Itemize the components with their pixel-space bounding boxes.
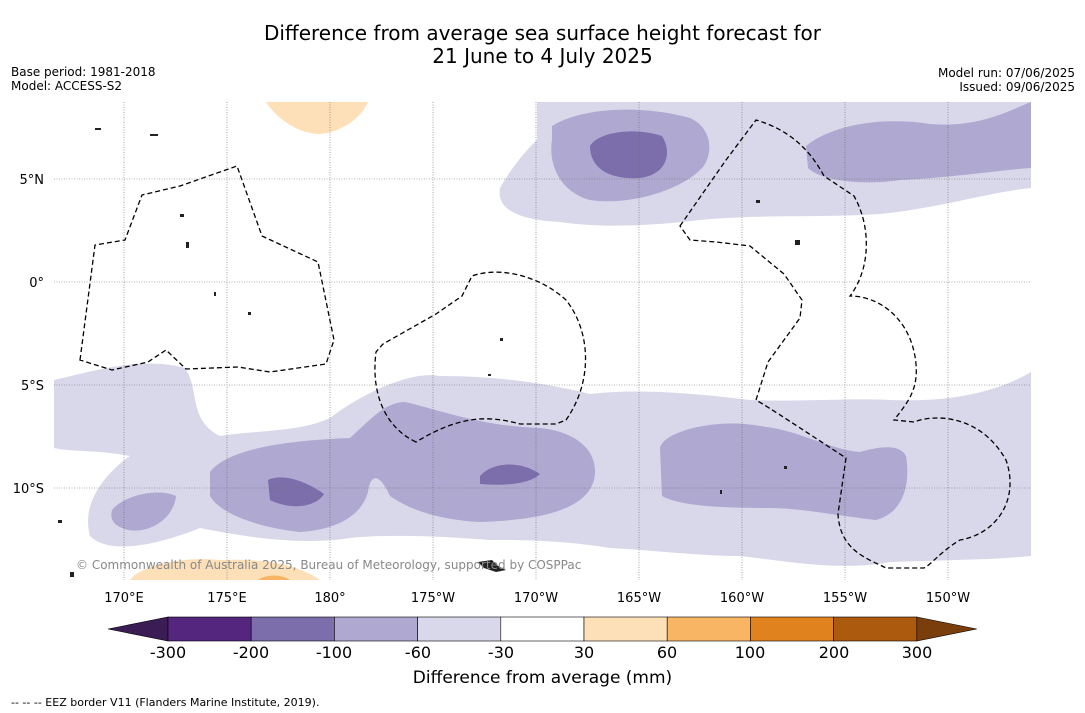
colorbar-segment [417, 616, 502, 642]
anomaly-region-medium-north-2 [806, 102, 1031, 183]
colorbar-tick: -60 [405, 643, 431, 662]
lon-label: 175°W [411, 591, 455, 606]
lat-label: 0° [29, 276, 44, 291]
chart-title: Difference from average sea surface heig… [263, 21, 822, 68]
lon-label: 170°E [104, 591, 144, 606]
anomaly-region-dark-3 [480, 464, 540, 485]
colorbar-segment [250, 616, 335, 642]
eez-borders [79, 119, 1011, 569]
model-run-date: Model run: 07/06/2025 [937, 66, 1075, 80]
model-info: Base period: 1981-2018 Model: ACCESS-S2 [11, 65, 156, 93]
colorbar-segment [334, 616, 418, 642]
eez-legend-note: -- -- -- EEZ border V11 (Flanders Marine… [11, 696, 320, 709]
anomaly-region-dark-2 [268, 477, 324, 507]
lon-label: 175°E [207, 591, 247, 606]
colorbar-segment [750, 616, 834, 642]
colorbar-tick: -100 [316, 643, 352, 662]
anomaly-region-medium-3 [111, 492, 176, 531]
lat-label: 10°S [13, 482, 44, 497]
colorbar-tick: 300 [902, 643, 933, 662]
latitude-labels: 5°N 0° 5°S 10°S [13, 173, 44, 497]
anomaly-region-positive-north [266, 102, 368, 134]
base-period: Base period: 1981-2018 [11, 65, 156, 79]
colorbar-tick-labels: -300 -200 -100 -60 -30 30 60 100 200 300 [150, 643, 932, 662]
colorbar-tick: 30 [574, 643, 594, 662]
lon-label: 165°W [617, 591, 661, 606]
colorbar-segment [583, 616, 668, 642]
colorbar-extend-high [916, 616, 977, 642]
colorbar-tick: 100 [735, 643, 766, 662]
anomaly-region-positive-south [130, 559, 320, 580]
model-name: Model: ACCESS-S2 [11, 79, 123, 93]
gridlines [54, 102, 1031, 580]
issued-date: Issued: 09/06/2025 [959, 80, 1075, 94]
colorbar-extend-low [107, 616, 169, 642]
anomaly-region-medium-2 [660, 423, 908, 520]
colorbar-tick: -300 [150, 643, 186, 662]
anomaly-region-dark [590, 131, 667, 179]
lon-label: 160°W [720, 591, 764, 606]
lat-label: 5°N [20, 173, 45, 188]
map-plot [54, 102, 1031, 580]
islands [58, 128, 800, 577]
anomaly-region-positive-south-strong [258, 575, 290, 580]
colorbar-tick: -30 [488, 643, 514, 662]
lon-label: 155°W [823, 591, 867, 606]
colorbar-tick: 200 [819, 643, 850, 662]
lat-label: 5°S [21, 379, 44, 394]
colorbar-tick: 60 [657, 643, 677, 662]
longitude-labels: 170°E 175°E 180° 175°W 170°W 165°W 160°W… [104, 591, 970, 606]
colorbar-segment [500, 616, 585, 642]
copyright-notice: © Commonwealth of Australia 2025, Bureau… [76, 558, 582, 572]
colorbar-segment [833, 616, 918, 642]
run-info: Model run: 07/06/2025 Issued: 09/06/2025 [938, 66, 1075, 94]
colorbar-segment [666, 616, 751, 642]
colorbar-label: Difference from average (mm) [412, 668, 673, 688]
lon-label: 180° [314, 591, 345, 606]
colorbar [107, 616, 977, 642]
lon-label: 170°W [514, 591, 558, 606]
colorbar-segment [167, 616, 252, 642]
lon-label: 150°W [926, 591, 970, 606]
colorbar-tick: -200 [233, 643, 269, 662]
